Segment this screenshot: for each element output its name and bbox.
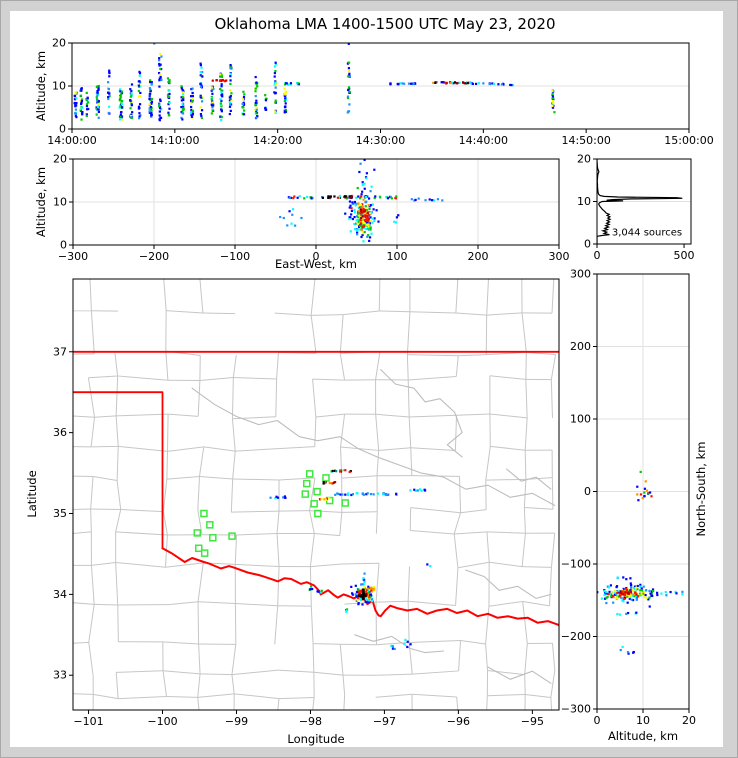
axis-ticks: 0 10 20 −300 −200 −100 0 100 200 300 xyxy=(561,268,696,728)
svg-text:−300: −300 xyxy=(58,250,88,263)
svg-text:−100: −100 xyxy=(147,715,177,728)
figure-title: Oklahoma LMA 1400-1500 UTC May 23, 2020 xyxy=(214,15,556,33)
svg-text:14:10:00: 14:10:00 xyxy=(150,134,199,147)
svg-text:10: 10 xyxy=(53,196,67,209)
source-histogram-panel: 0 500 0 10 20 xyxy=(577,153,695,263)
svg-text:14:20:00: 14:20:00 xyxy=(253,134,302,147)
svg-text:0: 0 xyxy=(584,485,591,498)
east-west-y-axis-label: Altitude, km xyxy=(34,166,48,238)
map-x-axis-label: Longitude xyxy=(287,732,345,746)
svg-text:−100: −100 xyxy=(220,250,250,263)
svg-text:−95: −95 xyxy=(521,715,544,728)
red-river-border xyxy=(161,547,559,627)
svg-text:200: 200 xyxy=(468,250,489,263)
svg-text:15:00:00: 15:00:00 xyxy=(664,134,713,147)
svg-text:10: 10 xyxy=(52,80,66,93)
svg-text:−300: −300 xyxy=(561,703,591,716)
map-y-axis-label: Latitude xyxy=(25,470,39,518)
svg-text:−99: −99 xyxy=(225,715,248,728)
svg-text:0: 0 xyxy=(594,249,601,262)
panel-data xyxy=(279,159,444,243)
svg-text:14:00:00: 14:00:00 xyxy=(47,134,96,147)
svg-text:300: 300 xyxy=(570,268,591,281)
panel-data xyxy=(597,159,683,244)
svg-text:35: 35 xyxy=(53,507,67,520)
svg-text:−200: −200 xyxy=(561,630,591,643)
axis-ticks: 0 500 0 10 20 xyxy=(577,153,695,263)
svg-text:14:30:00: 14:30:00 xyxy=(356,134,405,147)
axis-ticks: −300 −200 −100 0 100 200 300 0 10 20 xyxy=(53,153,570,264)
north-south-x-axis-label: Altitude, km xyxy=(607,729,679,743)
svg-text:0: 0 xyxy=(594,714,601,727)
svg-text:36: 36 xyxy=(53,426,67,439)
svg-text:20: 20 xyxy=(682,714,696,727)
plan-view-map-panel: −101 −100 −99 −98 −97 −96 −95 33 34 35 36 37 xyxy=(53,278,560,728)
river-lines xyxy=(191,369,556,684)
svg-text:100: 100 xyxy=(570,413,591,426)
panel-frame xyxy=(72,278,560,711)
svg-text:300: 300 xyxy=(549,250,570,263)
svg-text:500: 500 xyxy=(674,249,695,262)
svg-text:34: 34 xyxy=(53,588,67,601)
north-south-y-axis-label: North-South, km xyxy=(694,441,708,537)
figure-canvas xyxy=(10,11,723,747)
svg-text:14:40:00: 14:40:00 xyxy=(459,134,508,147)
svg-text:0: 0 xyxy=(59,123,66,136)
svg-text:10: 10 xyxy=(636,714,650,727)
source-count-annotation: 3,044 sources xyxy=(611,227,683,239)
panel-data xyxy=(73,43,556,122)
svg-text:10: 10 xyxy=(577,195,591,208)
axis-ticks: 14:00:00 14:10:00 14:20:00 14:30:00 14:40:00… xyxy=(47,37,713,148)
svg-text:−200: −200 xyxy=(139,250,169,263)
svg-text:0: 0 xyxy=(60,239,67,252)
axis-ticks: −101 −100 −99 −98 −97 −96 −95 33 34 35 36 37 xyxy=(53,345,544,728)
svg-text:−96: −96 xyxy=(447,715,470,728)
svg-text:−98: −98 xyxy=(299,715,322,728)
panel-data xyxy=(597,470,684,655)
svg-text:20: 20 xyxy=(577,153,591,166)
lma-station-markers xyxy=(193,470,349,557)
state-border-lines xyxy=(73,350,559,550)
altitude-histogram-line xyxy=(597,159,683,244)
east-west-height-panel: −300 −200 −100 0 100 200 300 0 10 20 xyxy=(53,153,570,264)
svg-text:33: 33 xyxy=(53,669,67,682)
svg-text:0: 0 xyxy=(584,238,591,251)
svg-text:−101: −101 xyxy=(73,715,103,728)
time-height-y-axis-label: Altitude, km xyxy=(34,50,48,122)
east-west-x-axis-label: East-West, km xyxy=(275,257,357,271)
svg-text:20: 20 xyxy=(53,153,67,166)
svg-text:−97: −97 xyxy=(373,715,396,728)
panel-data xyxy=(73,279,559,710)
svg-text:200: 200 xyxy=(570,340,591,353)
svg-text:14:50:00: 14:50:00 xyxy=(561,134,610,147)
svg-text:37: 37 xyxy=(53,345,67,358)
north-south-height-panel: 0 10 20 −300 −200 −100 0 100 200 300 xyxy=(561,268,696,728)
svg-text:−100: −100 xyxy=(561,558,591,571)
svg-text:20: 20 xyxy=(52,37,66,50)
county-boundaries xyxy=(73,279,557,710)
svg-text:0: 0 xyxy=(313,250,320,263)
time-height-panel: 14:00:00 14:10:00 14:20:00 14:30:00 14:40:00… xyxy=(47,37,713,148)
svg-text:100: 100 xyxy=(387,250,408,263)
gridlines xyxy=(73,159,559,245)
gridlines xyxy=(597,274,689,709)
